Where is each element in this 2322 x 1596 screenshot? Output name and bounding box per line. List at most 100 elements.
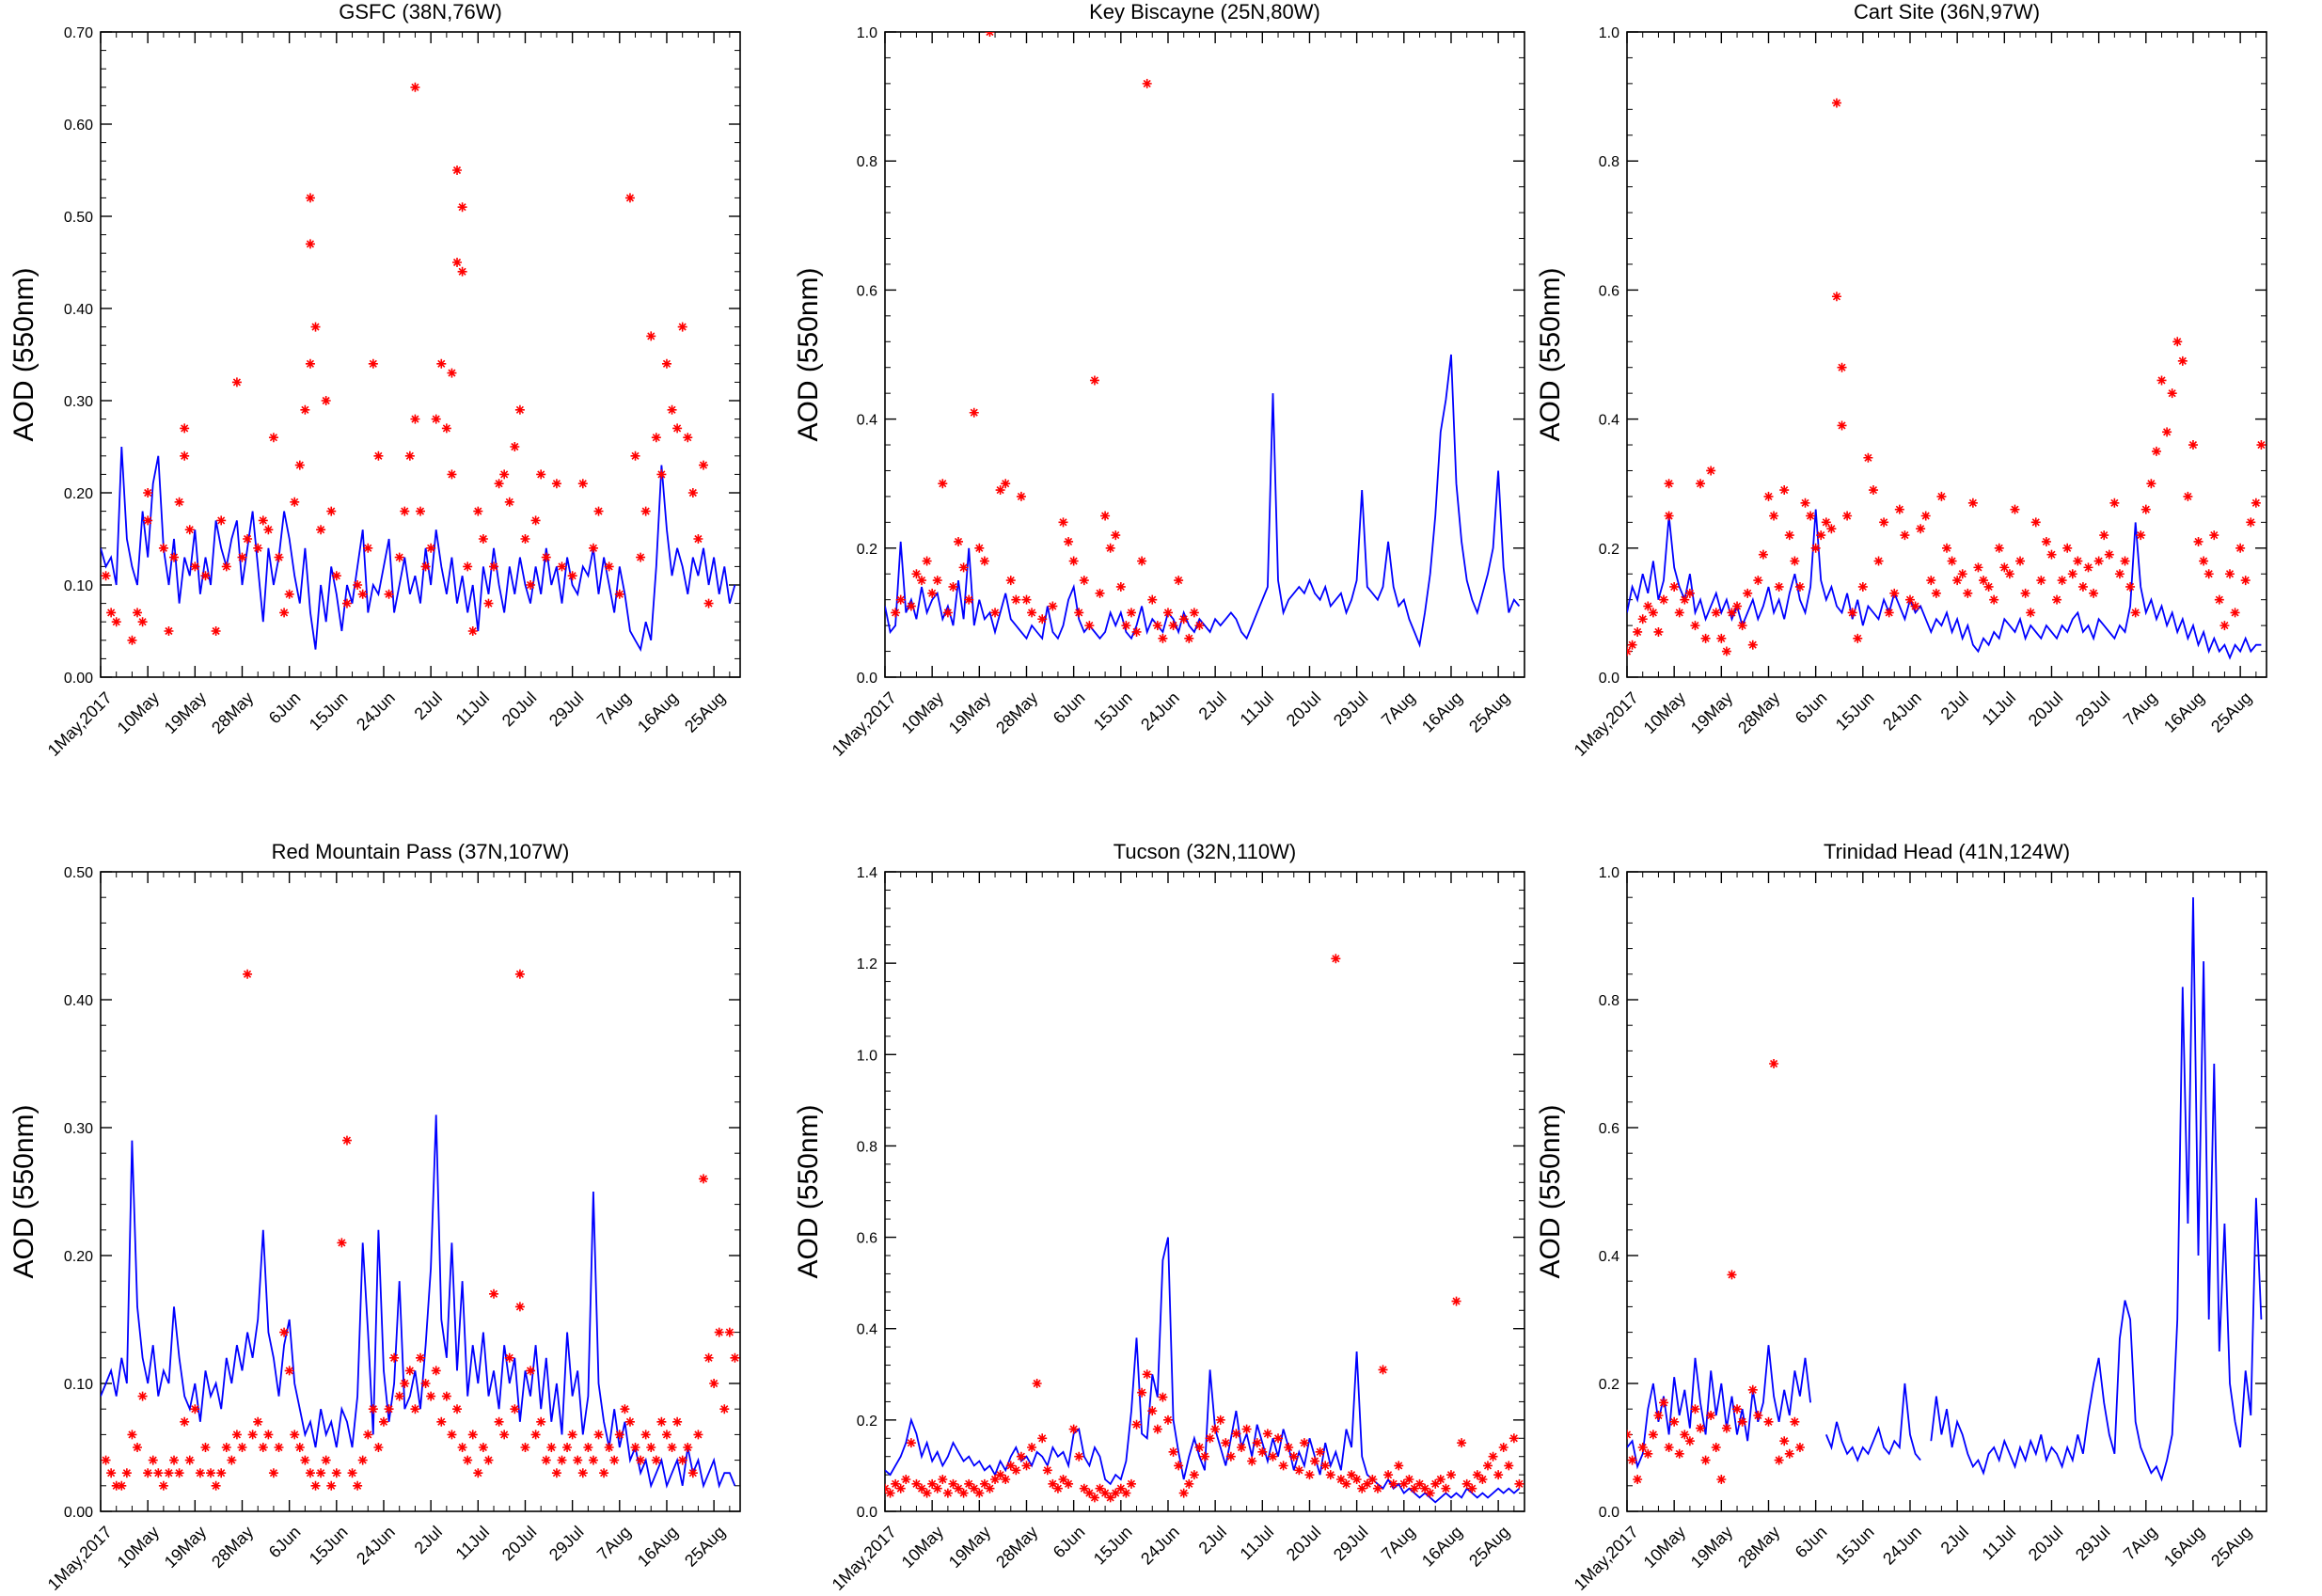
observed-point: [1684, 1436, 1695, 1446]
observed-point: [121, 1468, 132, 1478]
model-line-series: [101, 446, 736, 653]
observed-point: [368, 358, 378, 369]
observed-point: [1821, 517, 1831, 528]
observed-point: [703, 1352, 714, 1363]
observed-point: [2109, 498, 2120, 508]
observed-point: [1237, 1443, 1247, 1452]
y-axis-label: AOD (550nm): [1535, 267, 1566, 441]
observed-point: [2046, 549, 2057, 560]
observed-point: [687, 488, 698, 498]
observed-point: [489, 1288, 499, 1299]
observed-point: [478, 534, 488, 544]
observed-point: [184, 525, 195, 535]
observed-point: [1700, 633, 1711, 643]
observed-point: [514, 969, 525, 979]
observed-point: [526, 1366, 536, 1376]
y-tick-label: 0.8: [1599, 993, 1619, 1009]
observed-point: [117, 1480, 127, 1491]
observed-point: [1926, 576, 1936, 586]
observed-point: [906, 1438, 916, 1448]
observed-point: [1643, 601, 1653, 611]
observed-point: [1058, 517, 1068, 528]
observed-point: [1659, 1398, 1669, 1408]
observed-point: [1721, 1423, 1731, 1433]
chart-panel-5: Tucson (32N,110W) AOD (550nm) 0.0 0.2 0.4 0.6…: [793, 840, 1525, 1594]
observed-point: [636, 552, 646, 562]
observed-point: [231, 377, 242, 387]
observed-point: [906, 601, 916, 611]
x-tick-label: 6Jun: [1050, 688, 1089, 728]
observed-point: [1732, 1404, 1743, 1414]
observed-point: [577, 479, 588, 489]
observed-point: [284, 589, 294, 599]
observed-point: [1967, 498, 1978, 508]
observed-point: [1394, 1461, 1404, 1471]
observed-point: [300, 404, 310, 415]
observed-point: [2151, 446, 2161, 456]
observed-point: [557, 1455, 567, 1465]
observed-point: [2251, 498, 2261, 508]
observed-point: [1341, 1478, 1351, 1489]
observed-point: [2004, 569, 2014, 579]
observed-point: [526, 580, 536, 590]
observed-point: [253, 543, 263, 553]
observed-point: [2167, 388, 2177, 399]
observed-point: [1184, 1478, 1194, 1489]
x-tick-label: 24Jun: [1879, 688, 1925, 735]
x-tick-label: 6Jun: [1792, 1523, 1831, 1562]
observed-point: [447, 368, 457, 378]
observed-point: [1627, 1430, 1632, 1440]
panel-title: Trinidad Head (41N,124W): [1824, 840, 2070, 863]
observed-point: [1810, 543, 1821, 553]
observed-point: [630, 1443, 640, 1452]
x-tick-label: 25Aug: [681, 688, 729, 736]
observed-point: [1747, 640, 1758, 650]
y-tick-label: 0.4: [1599, 1249, 1619, 1265]
observed-point: [206, 1468, 216, 1478]
observed-point: [1162, 1414, 1173, 1425]
observed-point: [958, 562, 969, 573]
observed-point: [1121, 621, 1131, 631]
y-tick-label: 1.0: [1599, 25, 1619, 41]
observed-point: [1005, 576, 1016, 586]
x-tick-label: 25Aug: [1465, 1523, 1513, 1571]
observed-point: [1853, 633, 1863, 643]
observed-point: [588, 1455, 598, 1465]
panel-title: Key Biscayne (25N,80W): [1089, 0, 1320, 24]
observed-point: [321, 1455, 331, 1465]
observed-point: [1467, 1483, 1477, 1493]
observed-point: [922, 1488, 932, 1498]
observed-point: [174, 1468, 184, 1478]
observed-point: [1774, 1455, 1784, 1465]
x-tick-label: 20Jul: [2025, 688, 2067, 731]
x-tick-label: 20Jul: [1283, 688, 1325, 731]
observed-point: [677, 322, 687, 332]
observed-point: [1999, 562, 2010, 573]
y-tick-label: 1.4: [857, 865, 877, 881]
observed-point: [969, 407, 979, 418]
observed-point: [368, 1404, 378, 1414]
observed-point: [1068, 556, 1079, 566]
observed-point: [457, 266, 467, 277]
observed-point: [1335, 1475, 1346, 1484]
y-tick-label: 0.2: [1599, 1377, 1619, 1393]
observed-point: [410, 414, 420, 424]
observed-point: [1493, 1470, 1504, 1480]
observed-point: [1696, 479, 1706, 489]
observed-point: [1074, 608, 1084, 618]
x-tick-label: 24Jun: [1137, 1523, 1183, 1569]
observed-point: [1716, 633, 1727, 643]
observed-point: [2204, 569, 2214, 579]
observed-point: [1842, 511, 1853, 521]
observed-point: [1498, 1443, 1509, 1452]
observed-point: [932, 576, 942, 586]
observed-point: [363, 1430, 373, 1440]
observed-point: [400, 506, 410, 516]
observed-point: [137, 617, 148, 627]
y-tick-label: 0.70: [64, 25, 93, 41]
observed-point: [452, 1404, 463, 1414]
observed-point: [133, 608, 143, 618]
observed-point: [1162, 608, 1173, 618]
observed-point: [1048, 601, 1058, 611]
observed-point: [1727, 1270, 1737, 1280]
